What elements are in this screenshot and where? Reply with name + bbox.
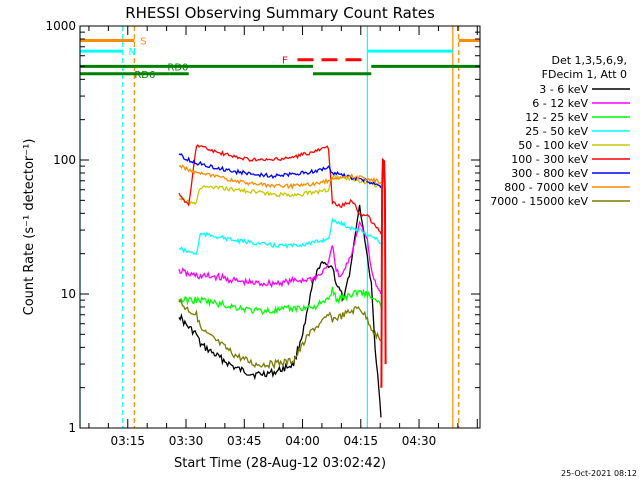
annotation-label-n: N [129, 47, 136, 58]
legend-label-1: 6 - 12 keV [532, 97, 588, 110]
plot-area: SN F RD0 RD6 1 10 100 1000 03:15 03:30 03:45 04:0… [45, 19, 481, 448]
x-tick-label-1: 03:30 [169, 434, 204, 448]
data-series [178, 144, 387, 418]
legend-header-2: FDecim 1, Att 0 [542, 68, 627, 81]
series-line-7 [178, 164, 382, 190]
series-line-8 [178, 298, 382, 370]
legend-label-4: 50 - 100 keV [518, 139, 588, 152]
y-tick-label-1: 10 [61, 287, 76, 301]
series-line-0 [178, 204, 382, 418]
legend-header-1: Det 1,3,5,6,9, [551, 54, 627, 67]
legend-label-7: 800 - 7000 keV [504, 181, 588, 194]
x-tick-label-3: 04:00 [285, 434, 320, 448]
y-axis-ticks: 1 10 100 1000 [45, 19, 480, 435]
x-axis-ticks: 03:15 03:30 03:45 04:00 04:15 04:30 [88, 26, 478, 448]
footer-timestamp: 25-Oct-2021 08:12 [561, 469, 637, 478]
series-line-5 [178, 144, 382, 235]
series-line-1 [178, 220, 382, 295]
x-tick-label-2: 03:45 [227, 434, 262, 448]
series-line-6 [178, 153, 382, 189]
y-tick-label-2: 100 [53, 153, 76, 167]
x-tick-label-5: 04:30 [402, 434, 437, 448]
x-tick-label-0: 03:15 [110, 434, 145, 448]
x-axis-label: Start Time (28-Aug-12 03:02:42) [174, 456, 386, 471]
legend-label-3: 25 - 50 keV [525, 125, 588, 138]
legend-label-6: 300 - 800 keV [511, 167, 588, 180]
chart-title: RHESSI Observing Summary Count Rates [125, 4, 435, 22]
series-line-3 [178, 217, 382, 256]
series-line-4 [178, 174, 381, 206]
state-annotations: SN F RD0 RD6 [80, 36, 480, 81]
x-tick-label-4: 04:15 [343, 434, 378, 448]
y-axis-label: Count Rate (s⁻¹ detector⁻¹) [22, 139, 37, 316]
legend-label-5: 100 - 300 keV [511, 153, 588, 166]
legend-label-0: 3 - 6 keV [539, 83, 588, 96]
legend-label-8: 7000 - 15000 keV [490, 195, 588, 208]
annotation-label-rd0: RD0 [167, 62, 188, 73]
plot-frame [79, 25, 481, 429]
y-tick-label-0: 1 [68, 421, 76, 435]
spike-line [380, 157, 387, 388]
legend-label-2: 12 - 25 keV [525, 111, 588, 124]
annotation-label-rd6: RD6 [134, 70, 155, 81]
y-tick-label-3: 1000 [45, 19, 76, 33]
series-line-2 [178, 286, 382, 316]
legend: Det 1,3,5,6,9, FDecim 1, Att 0 3 - 6 keV… [490, 54, 630, 208]
annotation-label-f: F [282, 56, 288, 67]
annotation-label-s: S [140, 36, 146, 47]
